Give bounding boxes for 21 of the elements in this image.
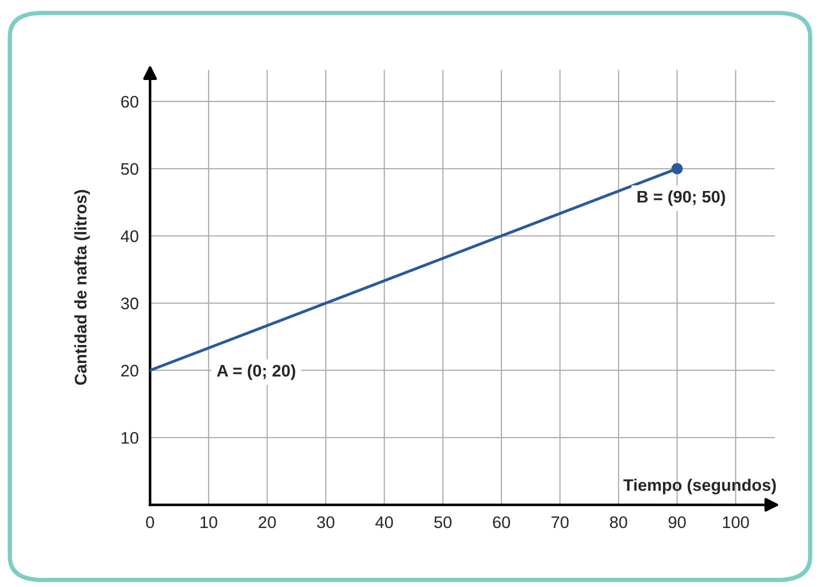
x-tick-label: 0: [146, 516, 154, 528]
x-tick-label: 20: [258, 516, 276, 528]
x-tick-label: 30: [317, 516, 334, 528]
x-tick-label: 10: [200, 516, 218, 528]
x-tick-label: 50: [434, 516, 452, 528]
annotation: A = (0; 20): [216, 364, 296, 380]
x-tick-label: 90: [668, 516, 686, 528]
y-tick-label: 50: [121, 163, 138, 175]
x-tick-label: 70: [552, 516, 569, 528]
y-tick-label: 20: [121, 364, 138, 377]
y-tick-label: 10: [122, 432, 138, 444]
x-tick-label: 80: [610, 516, 628, 528]
y-axis-title: Cantidad de nafta (litros): [74, 190, 90, 385]
y-tick-label: 60: [121, 96, 138, 108]
x-tick-label: 60: [493, 516, 510, 528]
x-tick-label: 100: [723, 516, 749, 528]
x-axis-title: Tiempo (segundos): [623, 478, 776, 494]
x-tick-label: 40: [375, 516, 393, 528]
y-tick-label: 30: [121, 298, 138, 310]
annotation: B = (90; 50): [638, 190, 726, 206]
y-tick-label: 40: [120, 230, 138, 242]
